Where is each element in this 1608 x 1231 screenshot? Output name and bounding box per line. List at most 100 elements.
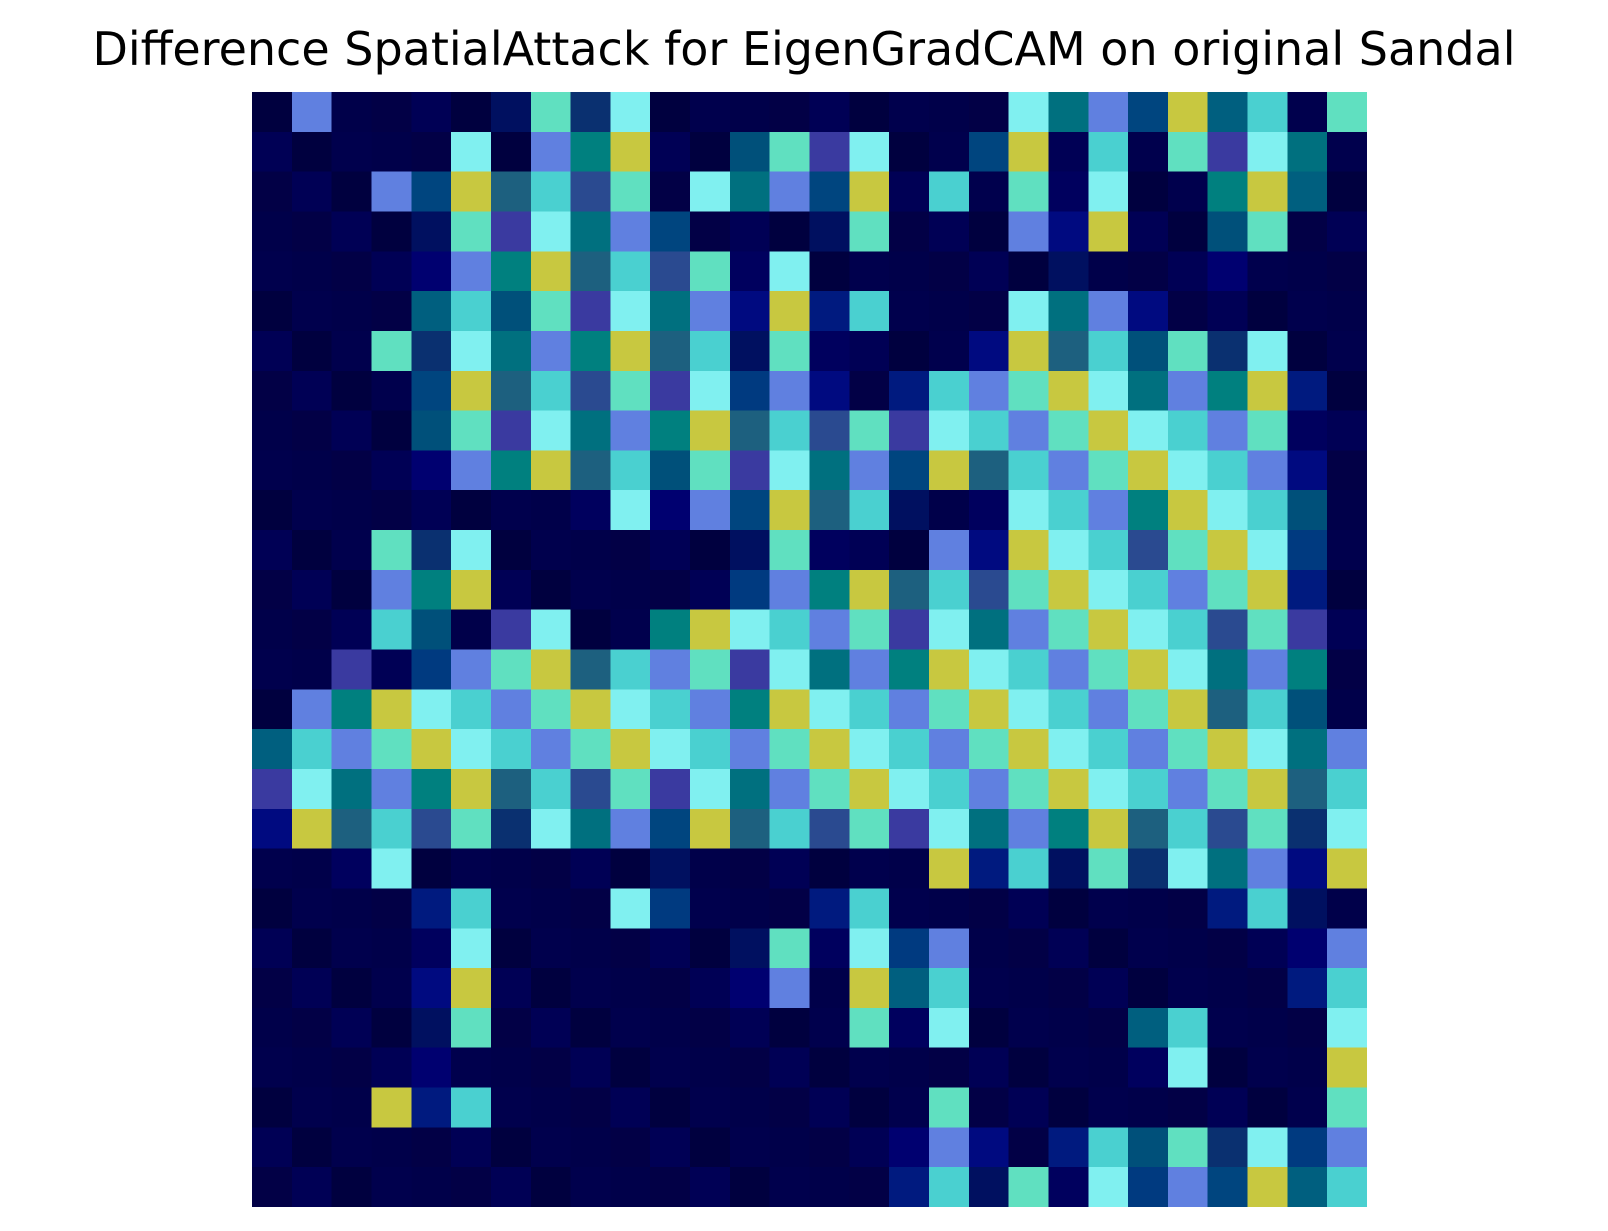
heatmap-cell (1167, 729, 1209, 770)
heatmap-cell (650, 1127, 691, 1168)
heatmap-cell (1207, 131, 1249, 173)
heatmap-cell (968, 888, 1010, 930)
heatmap-cell (291, 1047, 333, 1089)
heatmap-cell (570, 450, 612, 492)
heatmap-cell (729, 171, 771, 213)
heatmap-cell (1327, 251, 1367, 292)
heatmap-cell (1207, 1087, 1249, 1129)
heatmap-cell (610, 689, 652, 730)
heatmap-cell (1008, 410, 1050, 452)
heatmap-cell (530, 92, 572, 133)
heatmap-cell (1207, 808, 1249, 850)
heatmap-cell (928, 609, 970, 651)
heatmap-cell (331, 450, 373, 492)
heatmap-cell (530, 131, 572, 173)
heatmap-cell (1287, 848, 1328, 890)
heatmap-cell (1128, 1087, 1169, 1129)
heatmap-cell (1287, 768, 1328, 810)
heatmap-cell (610, 729, 652, 770)
heatmap-cell (729, 569, 771, 611)
heatmap-cell (849, 131, 890, 173)
heatmap-cell (1247, 888, 1289, 930)
heatmap-cell (411, 1047, 452, 1089)
heatmap-cell (371, 530, 413, 571)
heatmap-cell (331, 808, 373, 850)
heatmap-cell (411, 689, 452, 730)
heatmap-cell (1287, 968, 1328, 1009)
heatmap-cell (1088, 569, 1129, 611)
heatmap-cell (1048, 171, 1090, 213)
heatmap-cell (968, 848, 1010, 890)
heatmap-cell (490, 330, 532, 372)
heatmap-cell (1207, 490, 1249, 531)
heatmap-cell (610, 1087, 652, 1129)
heatmap-cell (1008, 211, 1050, 253)
heatmap-cell (331, 689, 373, 730)
heatmap-cell (1048, 1087, 1090, 1129)
heatmap-cell (570, 251, 612, 292)
heatmap-cell (610, 768, 652, 810)
heatmap-cell (1327, 1127, 1367, 1168)
heatmap-cell (1088, 1167, 1129, 1207)
heatmap-cell (889, 410, 930, 452)
heatmap-cell (849, 968, 890, 1009)
heatmap-cell (1327, 1087, 1367, 1129)
heatmap-cell (928, 410, 970, 452)
heatmap-cell (252, 450, 293, 492)
heatmap-cell (610, 569, 652, 611)
heatmap-cell (1287, 370, 1328, 412)
heatmap-cell (1207, 729, 1249, 770)
heatmap-cell (729, 291, 771, 332)
heatmap-cell (968, 768, 1010, 810)
heatmap-cell (968, 1127, 1010, 1168)
heatmap-cell (1247, 370, 1289, 412)
heatmap-cell (1287, 928, 1328, 969)
heatmap-cell (1167, 1047, 1209, 1089)
heatmap-cell (769, 1167, 811, 1207)
heatmap-cell (371, 1127, 413, 1168)
heatmap-cell (809, 928, 851, 969)
heatmap-cell (371, 808, 413, 850)
heatmap-cell (849, 1007, 890, 1049)
heatmap-cell (331, 530, 373, 571)
heatmap-cell (928, 530, 970, 571)
heatmap-cell (371, 649, 413, 691)
heatmap-cell (1247, 1127, 1289, 1168)
heatmap-cell (1247, 609, 1289, 651)
heatmap-cell (1167, 1167, 1209, 1207)
heatmap-cell (928, 1007, 970, 1049)
heatmap-cell (1008, 729, 1050, 770)
heatmap-cell (1207, 1167, 1249, 1207)
heatmap-cell (849, 530, 890, 571)
heatmap-cell (968, 92, 1010, 133)
heatmap-cell (1128, 211, 1169, 253)
heatmap-cell (690, 968, 731, 1009)
heatmap-cell (451, 171, 492, 213)
heatmap-cell (889, 490, 930, 531)
heatmap-cell (371, 251, 413, 292)
heatmap-cell (849, 490, 890, 531)
heatmap-cell (291, 291, 333, 332)
heatmap-cell (1128, 609, 1169, 651)
heatmap-cell (849, 848, 890, 890)
heatmap-cell (570, 291, 612, 332)
heatmap-cell (889, 689, 930, 730)
heatmap-cell (809, 609, 851, 651)
heatmap-cell (1167, 530, 1209, 571)
heatmap-cell (490, 968, 532, 1009)
heatmap-cell (490, 729, 532, 770)
heatmap-cell (1008, 1047, 1050, 1089)
heatmap-cell (1008, 1167, 1050, 1207)
heatmap-cell (729, 490, 771, 531)
heatmap-cell (610, 848, 652, 890)
heatmap-cell (1128, 291, 1169, 332)
heatmap-cell (252, 92, 293, 133)
heatmap-cell (1048, 330, 1090, 372)
heatmap-cell (769, 171, 811, 213)
heatmap-cell (371, 689, 413, 730)
heatmap-cell (371, 888, 413, 930)
heatmap-cell (690, 928, 731, 969)
heatmap-cell (849, 689, 890, 730)
heatmap-cell (490, 370, 532, 412)
heatmap-cell (371, 1007, 413, 1049)
